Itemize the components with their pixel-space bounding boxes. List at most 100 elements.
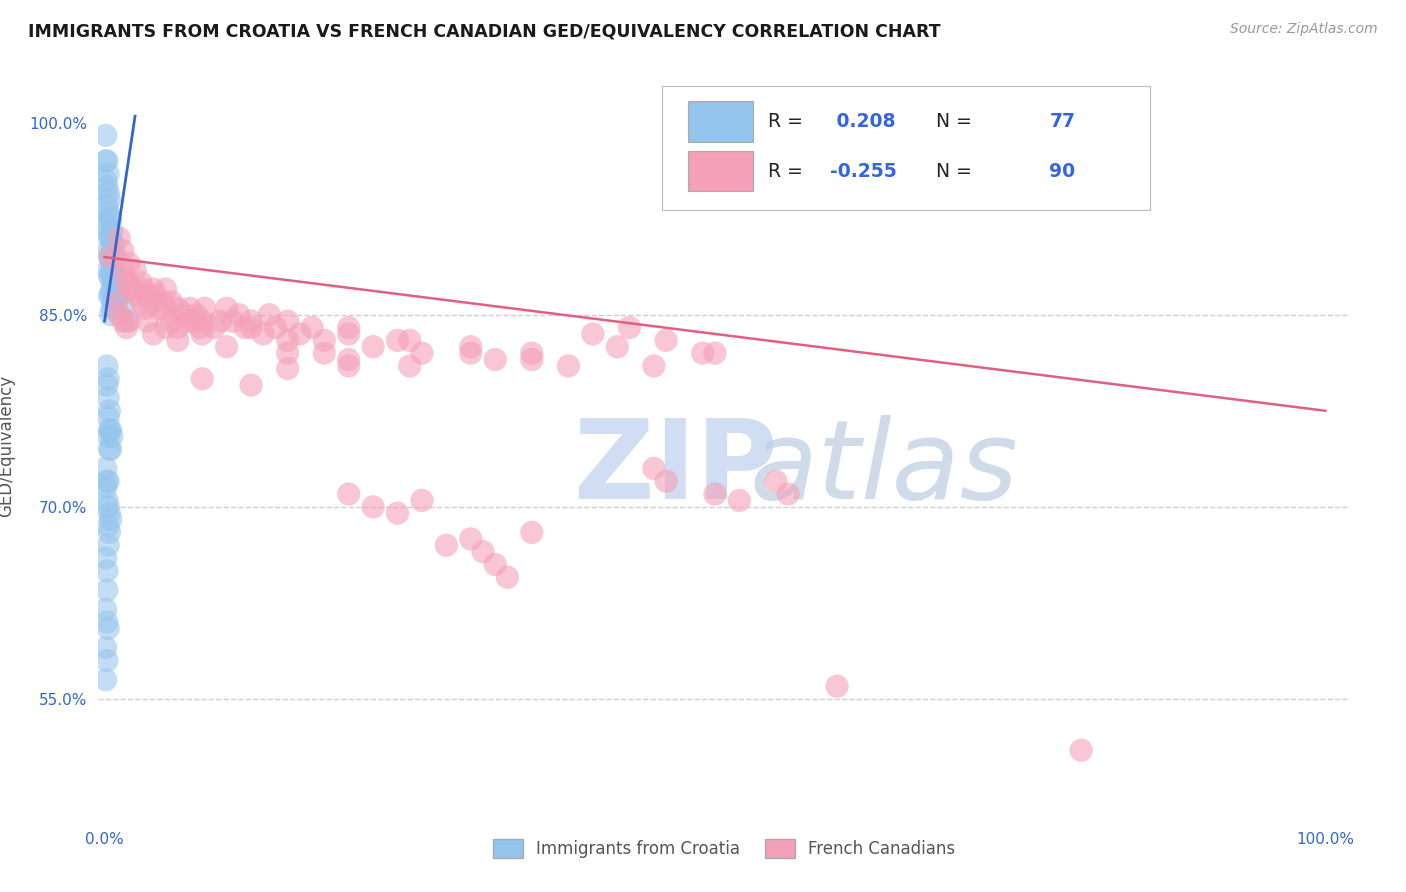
Point — [98, 211, 121, 226]
Point — [96, 359, 118, 373]
Point — [222, 314, 245, 328]
Point — [98, 269, 121, 284]
Text: N =: N = — [924, 161, 979, 180]
Text: 0.208: 0.208 — [831, 112, 896, 131]
Point — [252, 326, 274, 341]
Point — [108, 288, 131, 302]
Point — [115, 276, 138, 290]
Point — [484, 352, 506, 367]
Point — [240, 378, 263, 392]
Point — [765, 474, 787, 488]
Text: ZIP: ZIP — [574, 415, 778, 522]
Point — [104, 269, 127, 284]
Point — [825, 679, 848, 693]
Point — [124, 282, 146, 296]
Point — [118, 256, 141, 270]
Point — [191, 326, 214, 341]
Point — [97, 244, 120, 258]
Point — [101, 237, 124, 252]
Point — [96, 179, 118, 194]
Point — [136, 288, 159, 302]
Point — [97, 263, 120, 277]
Point — [108, 231, 131, 245]
Point — [387, 334, 409, 348]
Point — [101, 294, 124, 309]
Point — [301, 320, 323, 334]
Point — [692, 346, 714, 360]
Point — [582, 326, 605, 341]
Point — [434, 538, 457, 552]
Point — [101, 282, 124, 296]
Point — [94, 173, 117, 187]
Point — [655, 474, 678, 488]
Point — [194, 301, 217, 316]
Point — [160, 314, 183, 328]
Point — [233, 320, 256, 334]
Point — [101, 276, 124, 290]
Point — [98, 506, 121, 520]
Point — [111, 244, 134, 258]
Point — [337, 359, 360, 373]
Point — [411, 346, 433, 360]
Point — [166, 301, 188, 316]
Point — [643, 359, 665, 373]
Point — [264, 320, 287, 334]
Point — [98, 288, 121, 302]
Point — [96, 493, 118, 508]
Point — [98, 525, 121, 540]
Point — [97, 429, 120, 443]
Point — [460, 532, 482, 546]
Point — [314, 334, 336, 348]
Point — [115, 320, 138, 334]
Point — [398, 334, 420, 348]
Point — [100, 250, 122, 264]
Point — [606, 340, 628, 354]
Point — [100, 442, 122, 457]
Point — [101, 301, 124, 316]
Point — [97, 622, 120, 636]
Point — [98, 193, 121, 207]
Point — [96, 564, 118, 578]
Point — [111, 263, 134, 277]
Point — [152, 294, 174, 309]
Point — [96, 154, 118, 169]
Point — [496, 570, 519, 584]
Point — [96, 199, 118, 213]
FancyBboxPatch shape — [688, 102, 752, 142]
Point — [94, 602, 117, 616]
Point — [160, 294, 183, 309]
Legend: Immigrants from Croatia, French Canadians: Immigrants from Croatia, French Canadian… — [486, 833, 962, 864]
Point — [184, 308, 207, 322]
Point — [97, 410, 120, 425]
Point — [520, 352, 543, 367]
Point — [111, 314, 134, 328]
Point — [94, 128, 117, 143]
Point — [100, 308, 122, 322]
Point — [411, 493, 433, 508]
Point — [619, 320, 641, 334]
Point — [98, 231, 121, 245]
Point — [100, 269, 122, 284]
Text: Source: ZipAtlas.com: Source: ZipAtlas.com — [1230, 22, 1378, 37]
Text: R =: R = — [768, 161, 808, 180]
Point — [100, 513, 122, 527]
Text: IMMIGRANTS FROM CROATIA VS FRENCH CANADIAN GED/EQUIVALENCY CORRELATION CHART: IMMIGRANTS FROM CROATIA VS FRENCH CANADI… — [28, 22, 941, 40]
Point — [277, 361, 299, 376]
Point — [155, 320, 177, 334]
Point — [460, 346, 482, 360]
Point — [100, 288, 122, 302]
Point — [97, 474, 120, 488]
Point — [100, 423, 122, 437]
Point — [142, 326, 165, 341]
Point — [107, 282, 129, 296]
Point — [132, 282, 155, 296]
Point — [155, 282, 177, 296]
Point — [778, 487, 800, 501]
Text: 77: 77 — [1049, 112, 1076, 131]
Point — [96, 218, 118, 232]
Point — [277, 334, 299, 348]
Point — [124, 263, 146, 277]
Point — [557, 359, 579, 373]
Point — [98, 423, 121, 437]
Point — [1070, 743, 1092, 757]
